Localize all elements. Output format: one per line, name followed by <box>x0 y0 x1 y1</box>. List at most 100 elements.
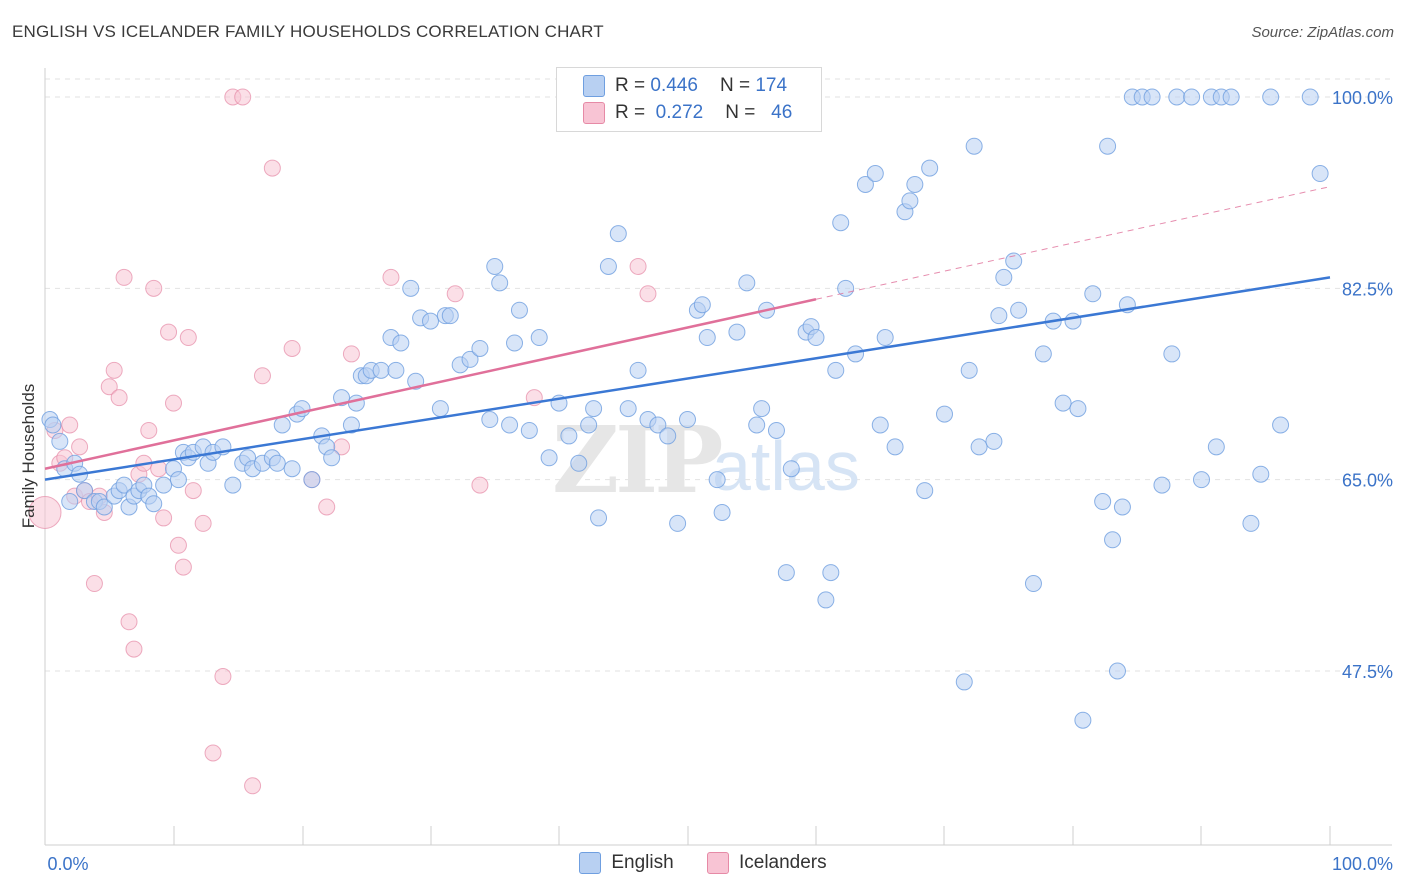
english-point <box>1153 476 1171 494</box>
icelanders-point <box>165 394 182 412</box>
stats-row-english: R = 0.446 N = 174 <box>557 73 787 99</box>
english-point <box>273 416 291 434</box>
english-point <box>530 329 548 347</box>
english-point <box>738 274 756 292</box>
legend-english-label: English <box>611 852 674 873</box>
english-point <box>51 432 69 450</box>
english-point <box>827 361 845 379</box>
icelanders-point <box>204 744 222 762</box>
english-point <box>145 495 163 513</box>
english-point <box>115 476 133 494</box>
icelanders-point <box>105 361 123 379</box>
english-point <box>629 361 647 379</box>
y-tick-label: 47.5% <box>1342 662 1393 682</box>
english-n-value: 174 <box>755 75 788 96</box>
icelanders-point <box>100 378 118 396</box>
legend-english-swatch <box>579 852 602 874</box>
english-point <box>599 257 617 275</box>
icelanders-point <box>342 345 360 363</box>
source-label: Source: ZipAtlas.com <box>1251 24 1394 41</box>
english-point <box>609 225 627 243</box>
english-point <box>1272 416 1290 434</box>
icelanders-point <box>110 389 128 407</box>
english-point <box>580 416 598 434</box>
y-axis-label: Family Households <box>19 384 38 529</box>
english-point <box>347 394 365 412</box>
english-point <box>777 564 795 582</box>
english-point <box>955 673 973 691</box>
english-point <box>560 427 578 445</box>
icelanders-trend-line <box>44 298 817 470</box>
english-point <box>970 438 988 456</box>
icelanders-point <box>244 777 262 795</box>
english-point <box>169 471 187 489</box>
english-point <box>268 454 286 472</box>
english-point <box>693 296 711 314</box>
english-point <box>1113 498 1131 516</box>
english-point <box>323 449 341 467</box>
icelanders-point <box>194 514 212 532</box>
english-point <box>387 361 405 379</box>
english-n-label: N = <box>719 75 751 96</box>
icelanders-n-label: N = <box>725 102 756 123</box>
english-r-label: R = <box>615 75 646 96</box>
english-point <box>1094 493 1112 511</box>
english-point <box>990 307 1008 325</box>
english-point <box>1074 711 1092 729</box>
english-point <box>61 493 79 511</box>
english-point <box>1242 514 1260 532</box>
english-point <box>224 476 242 494</box>
english-r-value: 0.446 <box>650 75 698 96</box>
icelanders-point <box>446 285 464 303</box>
english-point <box>486 257 504 275</box>
english-point <box>1193 471 1210 489</box>
english-point <box>649 416 667 434</box>
english-point <box>1163 345 1181 363</box>
english-point <box>669 514 687 532</box>
icelanders-point <box>629 257 647 275</box>
english-point <box>960 361 978 379</box>
english-swatch <box>583 75 605 97</box>
icelanders-point <box>160 323 178 341</box>
icelanders-point <box>155 509 173 527</box>
icelanders-point <box>125 640 143 658</box>
icelanders-point <box>184 482 202 500</box>
english-point <box>916 482 934 500</box>
x-tick-label: 0.0% <box>47 854 88 874</box>
english-point <box>995 268 1013 286</box>
english-point <box>822 564 840 582</box>
english-point <box>155 476 173 494</box>
english-point <box>936 405 953 423</box>
icelanders-point <box>214 667 232 685</box>
english-point <box>506 334 524 352</box>
english-point <box>585 400 603 418</box>
icelanders-point <box>253 367 271 385</box>
legend-item-english[interactable]: English <box>579 852 674 874</box>
english-point <box>832 214 850 232</box>
y-tick-label: 65.0% <box>1342 471 1393 491</box>
english-point <box>461 350 479 368</box>
english-point <box>392 334 410 352</box>
y-tick-label: 82.5% <box>1342 279 1393 299</box>
icelanders-point <box>318 498 336 516</box>
english-point <box>856 175 874 193</box>
english-point <box>570 454 588 472</box>
english-point <box>481 411 499 429</box>
english-point <box>1183 88 1201 106</box>
icelanders-point <box>382 268 400 286</box>
english-point <box>728 323 746 341</box>
english-point <box>1108 662 1126 680</box>
icelanders-point <box>179 329 197 347</box>
english-point <box>520 421 538 439</box>
english-point <box>1311 165 1329 183</box>
english-point <box>76 482 94 500</box>
stats-row-icelanders: R = 0.272 N = 46 <box>557 100 792 126</box>
icelanders-trend-extension <box>815 186 1331 300</box>
icelanders-point <box>145 279 163 297</box>
english-point <box>441 307 459 325</box>
legend-item-icelanders[interactable]: Icelanders <box>706 852 827 874</box>
english-point <box>767 421 785 439</box>
legend-icelanders-label: Icelanders <box>738 852 827 873</box>
english-point <box>866 165 884 183</box>
